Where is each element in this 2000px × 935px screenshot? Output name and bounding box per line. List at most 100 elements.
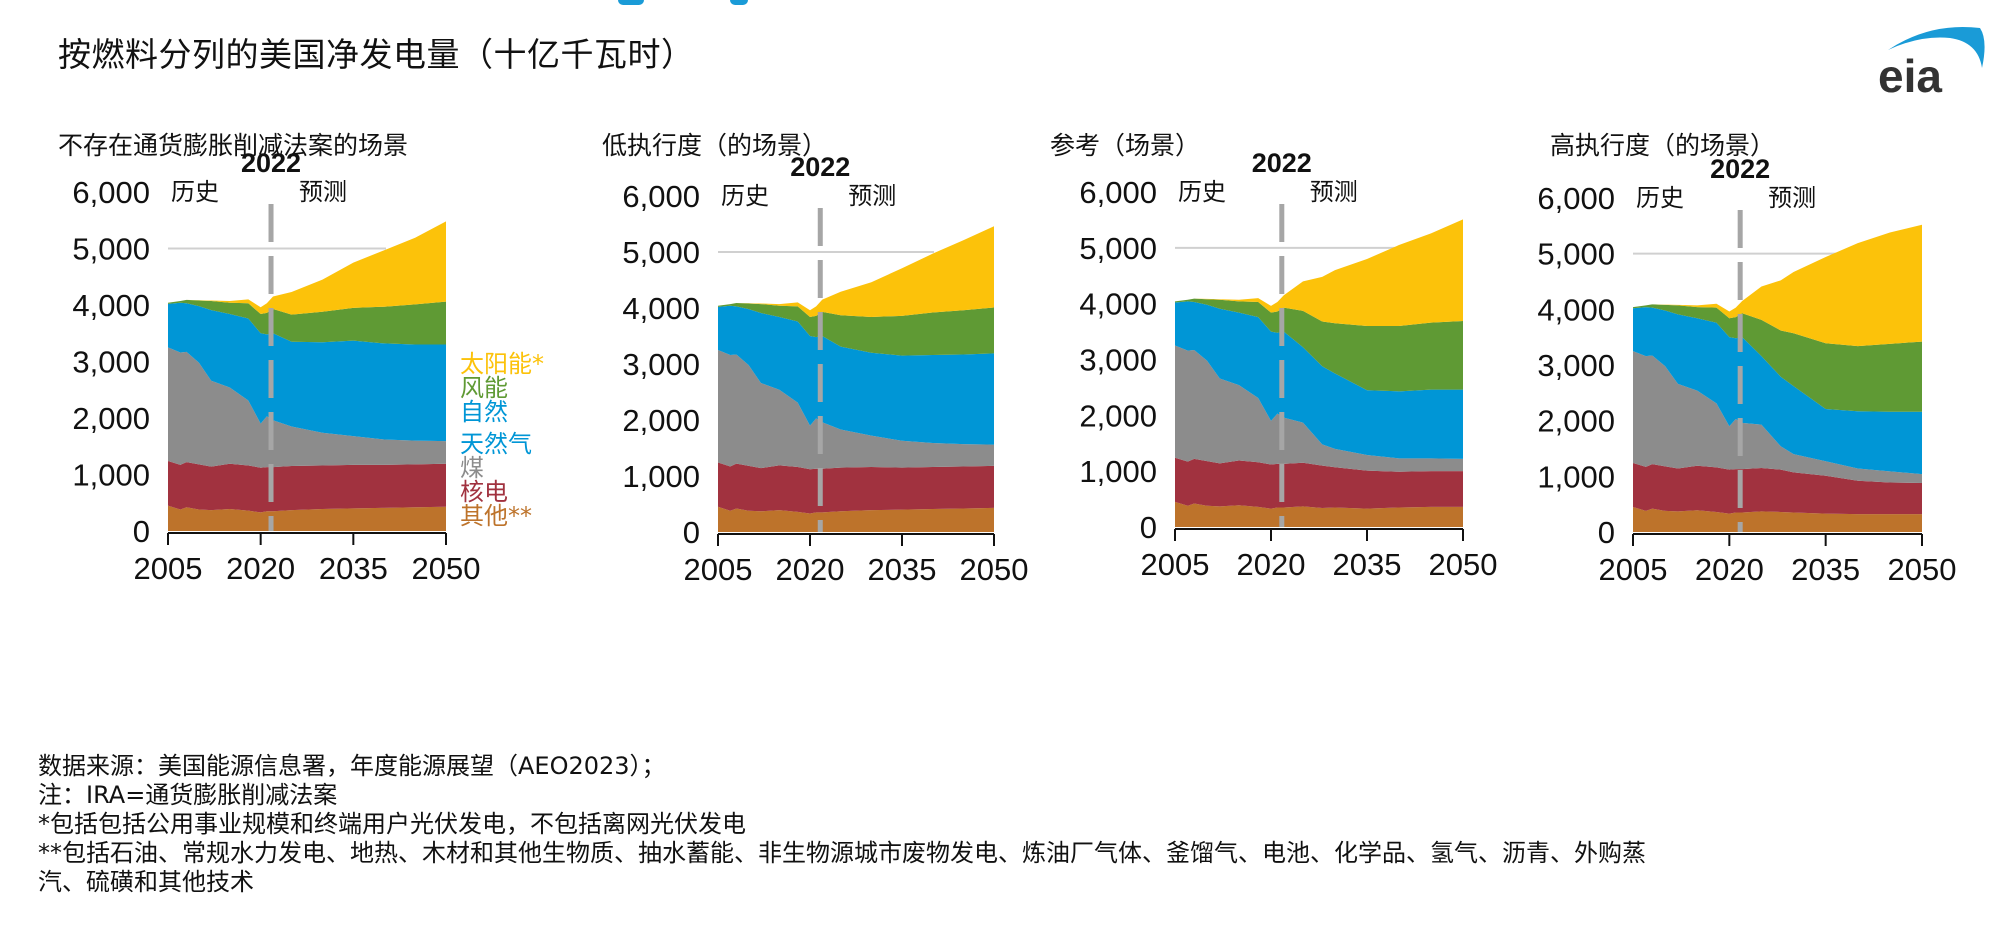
footnote-note: 注：IRA=通货膨胀削减法案 [38,781,338,809]
y-tick-label: 3,000 [1079,343,1157,378]
area-nuclear [1633,462,1922,515]
x-tick-label: 2005 [1599,552,1668,587]
y-tick-label: 2,000 [1537,404,1615,439]
stacked-area-chart: 2022 历史 预测 0 1,000 2,000 3,000 4,000 5,000 6,000 2… [1079,148,1498,582]
stacked-area-chart: 2022 历史 预测 0 1,000 2,000 3,000 4,000 5,000 6,000 2… [622,152,1029,587]
x-tick-label: 2020 [1237,547,1306,582]
legend-item-other: 其他** [460,502,532,530]
panel-title-low-uptake: 低执行度（的场景） [602,131,828,160]
chart-panel-high-uptake: 2022 历史 预测 0 1,000 2,000 3,000 4,000 5,000 6,000 2… [1500,154,1960,740]
y-tick-label: 5,000 [622,235,700,270]
legend-item-wind: 风能 [460,374,508,402]
area-other [1175,501,1463,527]
area-solar [1633,224,1922,347]
area-other [718,506,994,532]
area-wind [718,302,994,356]
y-tick-label: 5,000 [72,232,150,267]
x-tick-label: 2005 [1141,547,1210,582]
stacked-area-chart: 2022 历史 预测 0 1,000 2,000 3,000 4,000 5,000 6,000 2… [72,148,481,586]
y-tick-label: 3,000 [1537,348,1615,383]
y-tick-label: 1,000 [622,459,700,494]
projection-label: 预测 [299,179,347,206]
y-tick-label: 2,000 [622,403,700,438]
y-tick-label: 2,000 [72,401,150,436]
area-other [1633,506,1922,532]
chart-panel-reference: 2022 历史 预测 0 1,000 2,000 3,000 4,000 5,000 6,000 2… [1040,148,1500,740]
history-label: 历史 [1636,185,1684,212]
y-tick-label: 4,000 [1537,292,1615,327]
area-solar [718,226,994,317]
x-tick-label: 2035 [1333,547,1402,582]
legend-item-coal: 煤 [460,454,484,482]
projection-label: 预测 [848,183,896,210]
y-tick-label: 0 [133,514,150,549]
projection-label: 预测 [1768,185,1816,212]
y-tick-label: 5,000 [1537,237,1615,272]
area-natural_gas [1175,301,1463,459]
x-tick-label: 2020 [226,551,295,586]
panel-title-high-uptake: 高执行度（的场景） [1550,131,1776,160]
y-tick-label: 0 [1598,515,1615,550]
y-tick-label: 1,000 [72,458,150,493]
footnotes: 数据来源：美国能源信息署，年度能源展望（AEO2023）； 注：IRA=通货膨胀… [38,752,1646,897]
x-tick-label: 2035 [868,552,937,587]
chart-legend: 太阳能* 风能 自然 天然气 煤 核电 其他** [460,352,544,528]
panel-title-reference: 参考（场景） [1050,131,1201,160]
x-tick-label: 2005 [134,551,203,586]
y-tick-label: 6,000 [1079,175,1157,210]
area-coal [168,347,446,468]
area-solar [1175,219,1463,326]
area-solar [168,221,446,315]
area-wind [1633,304,1922,412]
y-tick-label: 0 [1140,510,1157,545]
stacked-area-chart: 2022 历史 预测 0 1,000 2,000 3,000 4,000 5,000 6,000 2… [1537,154,1957,587]
area-other [168,505,446,531]
history-label: 历史 [721,183,769,210]
legend-item-nuclear: 核电 [460,478,508,506]
y-tick-label: 3,000 [72,345,150,380]
y-tick-label: 1,000 [1079,454,1157,489]
area-coal [718,350,994,470]
area-wind [1175,298,1463,392]
x-tick-label: 2020 [1695,552,1764,587]
panel-title-no-ira: 不存在通货膨胀削减法案的场景 [58,131,409,160]
page-title: 按燃料分列的美国净发电量（十亿千瓦时） [58,35,695,74]
footnote-other-cont: 汽、硫磺和其他技术 [38,868,254,896]
y-tick-label: 3,000 [622,347,700,382]
x-tick-label: 2050 [1429,547,1498,582]
history-label: 历史 [1178,179,1226,206]
legend-item-natural-gas-line2: 天然气 [460,430,532,458]
eia-logo: eia [1878,26,1985,100]
x-tick-label: 2005 [684,552,753,587]
chart-panel-low-uptake: 2022 历史 预测 0 1,000 2,000 3,000 4,000 5,000 6,000 2… [590,152,1050,740]
y-tick-label: 6,000 [1537,181,1615,216]
eia-logo-text: eia [1878,50,1942,100]
area-wind [168,299,446,345]
chart-panel-no-ira: 2022 历史 预测 0 1,000 2,000 3,000 4,000 5,000 6,000 2… [40,148,500,740]
y-tick-label: 0 [683,515,700,550]
y-tick-label: 4,000 [1079,287,1157,322]
x-tick-label: 2035 [319,551,388,586]
projection-label: 预测 [1310,179,1358,206]
y-tick-label: 6,000 [622,179,700,214]
y-tick-label: 1,000 [1537,459,1615,494]
area-coal [1633,351,1922,484]
y-tick-label: 4,000 [72,288,150,323]
footnote-other: **包括石油、常规水力发电、地热、木材和其他生物质、抽水蓄能、非生物源城市废物发… [38,839,1646,867]
x-tick-label: 2050 [1888,552,1957,587]
area-natural_gas [168,302,446,442]
y-tick-label: 5,000 [1079,231,1157,266]
divider-year-label: 2022 [241,148,301,178]
x-tick-label: 2035 [1791,552,1860,587]
area-coal [1175,345,1463,472]
divider-year-label: 2022 [790,152,850,182]
area-nuclear [168,460,446,513]
x-tick-label: 2050 [412,551,481,586]
y-tick-label: 6,000 [72,175,150,210]
divider-year-label: 2022 [1710,154,1770,184]
history-label: 历史 [171,179,219,206]
legend-item-natural-gas-line1: 自然 [460,398,508,426]
footnote-solar: *包括包括公用事业规模和终端用户光伏发电，不包括离网光伏发电 [38,810,746,838]
x-tick-label: 2050 [960,552,1029,587]
area-nuclear [718,462,994,514]
